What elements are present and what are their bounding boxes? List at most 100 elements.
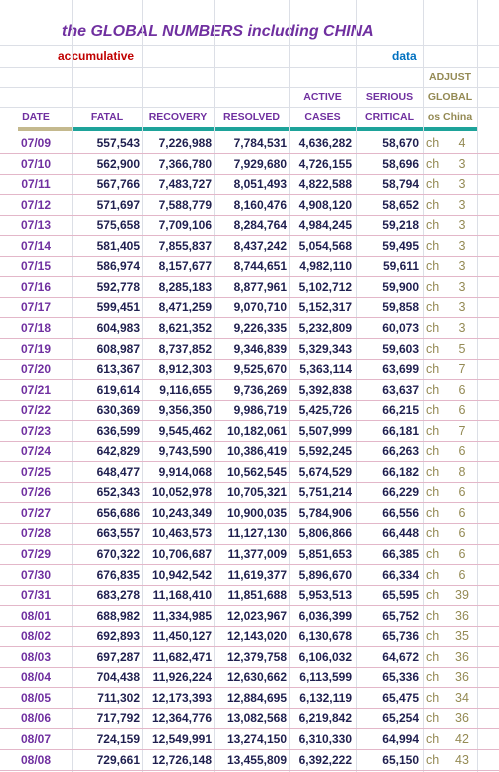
row-line (0, 625, 499, 627)
recovery-cell: 12,549,991 (151, 731, 212, 746)
row-line (0, 646, 499, 648)
row-line (0, 358, 499, 360)
recovery-cell: 11,334,985 (152, 608, 212, 623)
date-cell: 07/12 (20, 197, 52, 212)
fatal-cell: 608,987 (96, 341, 140, 356)
ch-cell: ch (426, 403, 440, 418)
grid-line (423, 0, 424, 772)
fatal-cell: 619,614 (96, 382, 140, 397)
recovery-cell: 11,926,224 (152, 670, 212, 685)
recovery-cell: 8,912,303 (158, 362, 212, 377)
fatal-cell: 562,900 (96, 156, 140, 171)
row-line (0, 338, 499, 339)
date-cell: 07/15 (20, 259, 52, 274)
date-cell: 07/21 (20, 382, 52, 397)
row-line (0, 399, 499, 401)
ch-cell: ch (426, 731, 440, 746)
active-cell: 5,507,999 (298, 423, 352, 438)
resolved-cell: 13,455,809 (226, 752, 287, 767)
critical-cell: 63,637 (382, 382, 419, 397)
active-cell: 5,592,245 (298, 444, 352, 459)
fatal-cell: 599,451 (96, 300, 140, 315)
date-cell: 07/30 (20, 567, 52, 582)
ch-cell: ch (426, 690, 440, 705)
critical-cell: 65,595 (382, 588, 419, 603)
date-cell: 07/09 (20, 136, 52, 150)
row-line (0, 276, 499, 278)
recovery-cell: 9,743,590 (158, 444, 212, 459)
adjust-cell: 35 (455, 629, 469, 644)
fatal-cell: 697,287 (96, 649, 140, 664)
active-cell: 5,784,906 (298, 505, 352, 520)
resolved-cell: 8,051,493 (233, 177, 287, 192)
date-cell: 07/11 (21, 177, 51, 192)
recovery-cell: 9,914,068 (158, 464, 212, 479)
column-header: SERIOUS (365, 91, 414, 103)
row-line (0, 235, 499, 237)
ch-cell: ch (426, 485, 440, 500)
row-line (0, 707, 499, 709)
grid-line (0, 45, 499, 46)
fatal-cell: 648,477 (96, 464, 140, 479)
ch-cell: ch (426, 300, 440, 315)
resolved-cell: 7,929,680 (233, 156, 287, 171)
active-cell: 5,054,568 (298, 238, 352, 253)
resolved-cell: 9,986,719 (233, 403, 287, 418)
adjust-cell: 36 (455, 649, 469, 664)
active-cell: 5,425,726 (298, 403, 352, 418)
row-line (0, 543, 499, 545)
recovery-cell: 9,356,350 (158, 403, 212, 418)
ch-cell: ch (426, 629, 440, 644)
grid-line (214, 0, 215, 772)
fatal-cell: 663,557 (96, 526, 140, 541)
resolved-cell: 11,377,009 (227, 547, 287, 561)
row-line (0, 420, 499, 422)
ch-cell: ch (426, 320, 440, 335)
critical-cell: 65,336 (382, 670, 419, 685)
row-line (0, 728, 499, 730)
active-cell: 5,751,214 (298, 485, 352, 500)
grid-line (142, 0, 143, 772)
active-cell: 4,982,110 (299, 259, 352, 274)
ch-cell: ch (426, 238, 440, 253)
date-cell: 07/23 (20, 423, 52, 438)
date-cell: 08/08 (20, 752, 52, 767)
adjust-cell: 6 (458, 567, 466, 582)
date-cell: 07/19 (20, 341, 52, 356)
resolved-cell: 12,884,695 (226, 690, 287, 705)
ch-cell: ch (426, 505, 440, 520)
critical-cell: 66,556 (382, 505, 419, 520)
row-line (0, 749, 499, 750)
grid-line (289, 0, 290, 772)
ch-cell: ch (426, 588, 440, 603)
row-line (0, 769, 499, 771)
critical-cell: 66,215 (382, 403, 419, 418)
active-cell: 5,232,809 (298, 320, 352, 335)
critical-cell: 65,752 (382, 608, 419, 623)
critical-cell: 59,603 (382, 341, 419, 356)
date-cell: 08/05 (20, 690, 52, 705)
column-header: RESOLVED (223, 111, 280, 123)
fatal-cell: 575,658 (96, 218, 140, 233)
column-header: ACTIVE (303, 91, 342, 103)
adjust-cell: 36 (455, 670, 469, 685)
adjust-cell: 34 (455, 690, 469, 705)
row-line (0, 379, 499, 381)
date-cell: 08/06 (20, 711, 52, 726)
title: the GLOBAL NUMBERS including CHINA (62, 23, 374, 40)
adjust-cell: 3 (458, 279, 466, 294)
ch-cell: ch (426, 608, 440, 623)
adjust-cell: 8 (458, 464, 466, 479)
adjust-cell: 6 (458, 505, 466, 520)
active-cell: 4,984,245 (298, 218, 352, 233)
date-cell: 07/28 (20, 526, 52, 541)
critical-cell: 65,736 (382, 629, 419, 644)
grid-line (0, 107, 499, 108)
row-line (0, 687, 499, 689)
column-header: CASES (304, 111, 341, 123)
recovery-cell: 8,621,352 (158, 320, 212, 335)
ch-cell: ch (426, 382, 440, 397)
row-line (0, 522, 499, 524)
date-cell: 07/14 (20, 238, 52, 253)
